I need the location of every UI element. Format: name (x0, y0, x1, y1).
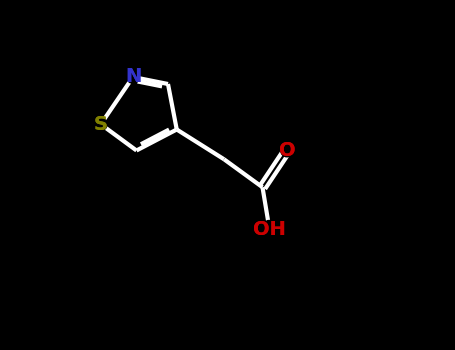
Text: O: O (278, 141, 295, 160)
Text: OH: OH (253, 220, 286, 239)
Text: OH: OH (253, 220, 286, 239)
Text: O: O (278, 141, 295, 160)
Text: S: S (94, 115, 108, 134)
Circle shape (281, 144, 293, 157)
Circle shape (126, 71, 139, 83)
Circle shape (95, 118, 107, 131)
Text: N: N (125, 68, 141, 86)
Circle shape (261, 220, 278, 238)
Text: S: S (94, 115, 108, 134)
Text: N: N (125, 68, 141, 86)
